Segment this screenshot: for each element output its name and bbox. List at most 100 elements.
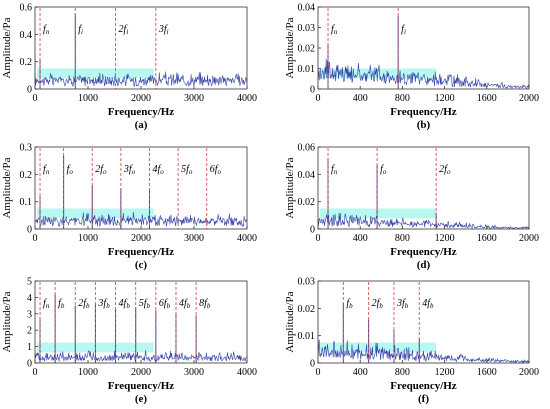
panel-caption: (d) — [417, 259, 431, 271]
spectrum-panel-3: fn fo 2fo 3fo 4fo 5fo 6fo 0 1000 2000 3000 4000 0 0.1… — [1, 143, 257, 272]
y-tick-label: 0.06 — [298, 143, 316, 154]
x-tick-label: 400 — [353, 367, 368, 378]
x-tick-label: 1200 — [435, 367, 455, 378]
signal-trace — [317, 212, 530, 230]
marker-label-3: 3fb — [396, 298, 409, 310]
x-axis-label: Frequency/Hz — [390, 246, 457, 258]
x-tick-label: 4000 — [237, 93, 257, 104]
x-tick-label: 0 — [33, 233, 38, 244]
y-tick-label: 2 — [27, 326, 32, 337]
marker-label-1: fn — [331, 24, 338, 36]
marker-label-5: 4fb — [119, 298, 131, 310]
x-tick-label: 0 — [33, 367, 38, 378]
marker-label-6: 5fo — [181, 164, 193, 176]
y-axis-label: Amplitude/Pa — [1, 157, 13, 218]
panel-caption: (e) — [135, 393, 148, 405]
y-tick-label: 4 — [27, 293, 32, 304]
x-tick-label: 4000 — [237, 233, 257, 244]
y-tick-label: 0 — [27, 359, 32, 370]
x-tick-label: 1000 — [78, 233, 98, 244]
panel-caption: (c) — [135, 259, 148, 271]
x-axis-label: Frequency/Hz — [108, 380, 175, 392]
y-tick-label: 0 — [27, 85, 32, 96]
x-tick-label: 400 — [353, 233, 368, 244]
x-tick-label: 3000 — [184, 93, 204, 104]
x-tick-label: 800 — [395, 93, 410, 104]
highlight-band — [320, 342, 437, 353]
signal-trace — [34, 71, 248, 88]
x-tick-label: 1600 — [477, 367, 497, 378]
marker-label-4: 4fb — [422, 298, 434, 310]
marker-label-9: 8fb — [199, 298, 211, 310]
marker-label-2: 2fb — [372, 298, 384, 310]
marker-label-8: 4fb — [179, 298, 191, 310]
spectrum-panel-1: fn fi 2fi 3fi 0 1000 2000 3000 4000 0 0.2 0.4 0.6 Fre… — [1, 3, 257, 132]
x-tick-label: 2000 — [131, 367, 151, 378]
marker-label-4: 3fi — [158, 24, 169, 36]
y-tick-label: 0.01 — [298, 64, 316, 75]
y-tick-label: 0 — [310, 225, 315, 236]
y-tick-label: 0 — [27, 225, 32, 236]
y-tick-label: 0.6 — [20, 3, 33, 14]
marker-label-5: 4fo — [152, 164, 164, 176]
x-axis-label: Frequency/Hz — [390, 380, 457, 392]
y-tick-label: 0.3 — [20, 143, 33, 154]
x-axis-label: Frequency/Hz — [108, 106, 175, 118]
x-tick-label: 4000 — [237, 367, 257, 378]
y-tick-label: 0 — [310, 85, 315, 96]
signal-trace — [35, 211, 248, 228]
y-axis-label: Amplitude/Pa — [284, 157, 296, 218]
y-tick-label: 0.4 — [20, 30, 33, 41]
highlight-band — [320, 68, 437, 79]
plot-frame — [317, 146, 530, 230]
x-tick-label: 3000 — [184, 233, 204, 244]
x-tick-label: 2000 — [131, 233, 151, 244]
marker-label-3: 2fo — [95, 164, 107, 176]
spectrum-panel-4: fn fo 2fo 0 400 800 1200 1600 2000 0 0.02 0.04 0.06 F… — [284, 143, 539, 272]
marker-label-1: fn — [43, 298, 50, 310]
y-axis-label: Amplitude/Pa — [1, 17, 13, 78]
x-tick-label: 1000 — [78, 93, 98, 104]
highlight-band — [320, 208, 437, 219]
marker-label-2: fo — [380, 164, 387, 176]
x-tick-label: 0 — [316, 233, 321, 244]
x-tick-label: 800 — [395, 367, 410, 378]
x-tick-label: 2000 — [519, 233, 539, 244]
x-tick-label: 0 — [316, 93, 321, 104]
y-tick-label: 0.02 — [298, 304, 316, 315]
signal-trace — [34, 350, 248, 362]
marker-label-3: 2fi — [119, 24, 129, 36]
y-tick-label: 1 — [27, 342, 32, 353]
x-tick-label: 1600 — [477, 233, 497, 244]
y-axis-label: Amplitude/Pa — [284, 291, 296, 352]
marker-label-2: fi — [78, 24, 83, 36]
x-tick-label: 0 — [316, 367, 321, 378]
y-tick-label: 0.03 — [298, 23, 316, 34]
plot-frame — [317, 280, 530, 364]
marker-label-7: 6fo — [210, 164, 222, 176]
marker-label-3: 2fb — [78, 298, 90, 310]
signal-trace — [317, 58, 530, 89]
y-axis-label: Amplitude/Pa — [284, 17, 296, 78]
panel-caption: (b) — [417, 119, 431, 131]
x-tick-label: 1200 — [435, 233, 455, 244]
x-tick-label: 400 — [353, 93, 368, 104]
y-tick-label: 0.04 — [298, 3, 316, 14]
x-tick-label: 0 — [33, 93, 38, 104]
signal-trace — [317, 339, 530, 364]
x-tick-label: 1200 — [435, 93, 455, 104]
x-tick-label: 3000 — [184, 367, 204, 378]
highlight-band — [37, 68, 154, 79]
x-axis-label: Frequency/Hz — [390, 106, 457, 118]
y-tick-label: 0.03 — [298, 277, 316, 288]
highlight-band — [37, 208, 154, 219]
x-tick-label: 2000 — [519, 367, 539, 378]
marker-label-4: 3fo — [123, 164, 136, 176]
y-tick-label: 0.1 — [20, 197, 33, 208]
y-tick-label: 0.2 — [20, 170, 33, 181]
marker-label-2: fb — [58, 298, 65, 310]
spectrum-panel-6: fb 2fb 3fb 4fb 0 400 800 1200 1600 2000 0 0.01 0.02 0… — [284, 277, 539, 406]
y-tick-label: 5 — [27, 277, 32, 288]
marker-label-1: fn — [331, 164, 338, 176]
